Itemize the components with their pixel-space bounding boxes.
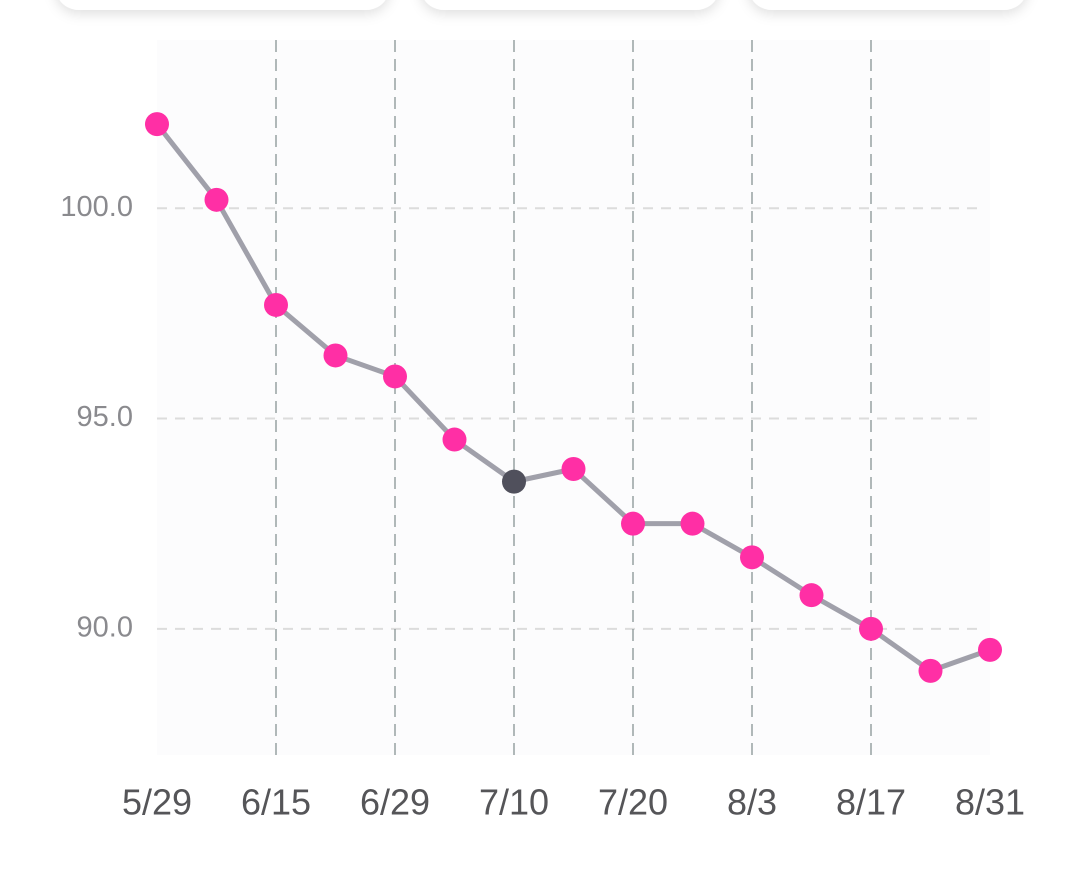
point	[740, 545, 764, 570]
point	[145, 112, 169, 137]
point	[204, 187, 229, 212]
point	[859, 616, 883, 641]
point	[383, 364, 407, 389]
point	[442, 427, 467, 452]
y-tick-label: 95.0	[77, 401, 133, 433]
point	[918, 658, 943, 683]
point	[799, 583, 824, 608]
point	[680, 511, 705, 536]
point	[978, 637, 1002, 662]
tab-card[interactable]	[420, 0, 720, 10]
x-tick-label: 6/15	[241, 782, 311, 823]
plot-area	[157, 40, 990, 755]
point	[264, 292, 288, 317]
x-tick-label: 8/17	[836, 782, 906, 823]
y-tick-label: 100.0	[60, 191, 133, 223]
x-tick-label: 7/10	[479, 782, 549, 823]
y-tick-label: 90.0	[77, 611, 133, 643]
x-tick-label: 6/29	[360, 782, 430, 823]
highlight-point	[502, 469, 526, 494]
point	[323, 343, 348, 368]
point	[561, 457, 586, 481]
tab-card[interactable]	[748, 0, 1028, 10]
x-tick-label: 7/20	[598, 782, 668, 823]
tab-card[interactable]	[55, 0, 390, 10]
x-tick-label: 8/31	[955, 782, 1025, 823]
x-tick-label: 5/29	[122, 782, 192, 823]
x-tick-label: 8/3	[727, 782, 777, 823]
point	[621, 511, 645, 536]
